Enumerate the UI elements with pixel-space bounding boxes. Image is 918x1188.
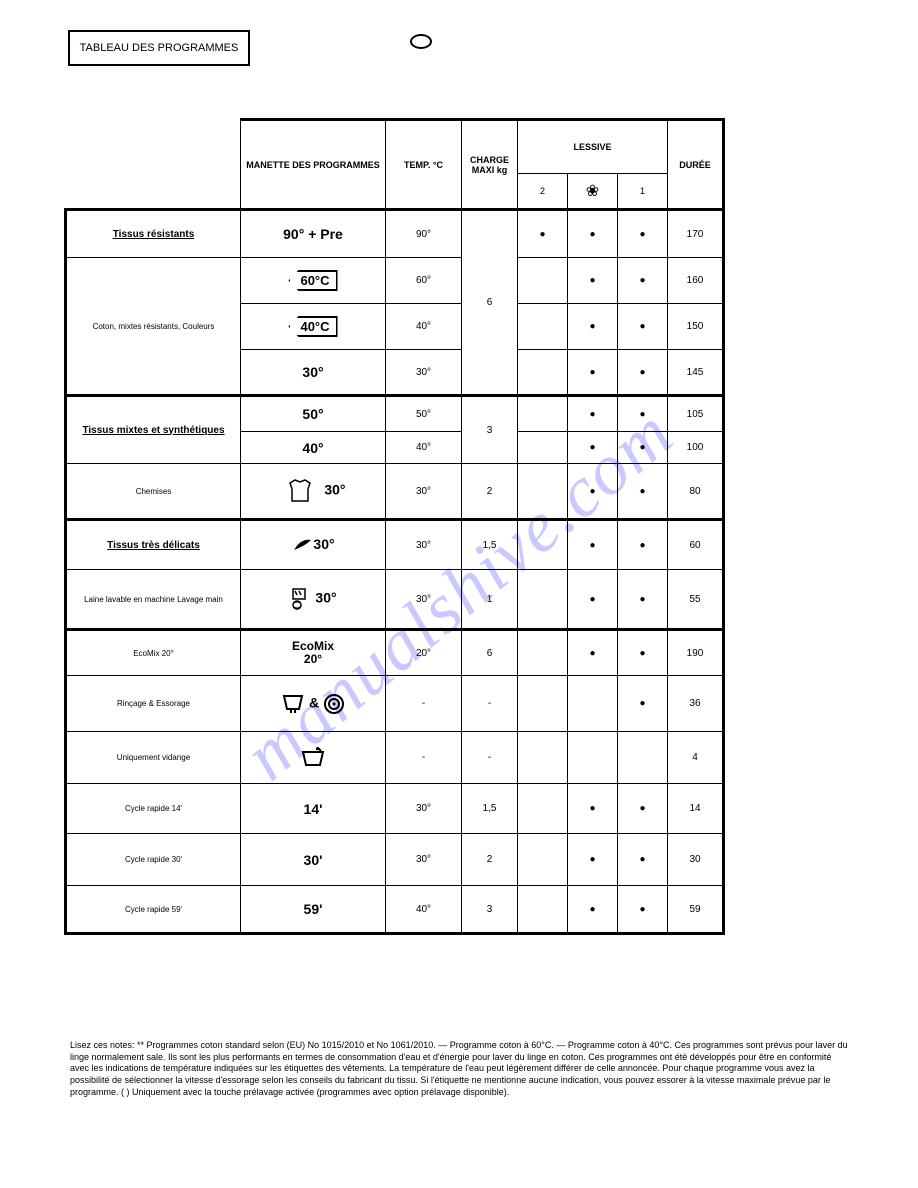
feather-icon (291, 536, 313, 554)
program-table: MANETTE DES PROGRAMMES TEMP. °C CHARGE M… (64, 118, 725, 935)
s3r2-prog: 30° (315, 590, 336, 606)
chapter-box: TABLEAU DES PROGRAMMES (68, 30, 250, 66)
section-2-title: Tissus mixtes et synthétiques (82, 425, 224, 436)
hdr-kg: CHARGE MAXI kg (470, 155, 509, 175)
amp: & (309, 694, 323, 710)
shirt-icon (280, 477, 320, 505)
s4r6-prog: 59' (304, 901, 323, 917)
hdr-c5: 2 (540, 186, 545, 196)
s4r5-desc: Cycle rapide 30' (125, 855, 182, 864)
hdr-duree: DURÉE (679, 160, 711, 170)
hdr-prog: MANETTE DES PROGRAMMES (246, 160, 380, 170)
s4r1-desc: EcoMix 20° (133, 649, 174, 658)
s2r2-prog: 40° (302, 440, 323, 456)
rinse-icon (281, 693, 305, 715)
hdr-temp: TEMP. °C (404, 160, 443, 170)
hdr-lessive: LESSIVE (573, 142, 611, 152)
s4r6-desc: Cycle rapide 59' (125, 905, 182, 914)
spin-icon (323, 693, 345, 715)
s3r2-desc: Laine lavable en machine Lavage main (84, 595, 223, 604)
section-1-title: Tissus résistants (66, 210, 241, 258)
s3r1-prog: 30° (313, 536, 334, 552)
footnotes: Lisez ces notes: ** Programmes coton sta… (70, 1040, 850, 1098)
s1r1-prog: 90° + Pre (283, 226, 343, 242)
s2r3-prog: 30° (324, 482, 345, 498)
drain-icon (300, 747, 326, 769)
s4r5-prog: 30' (304, 852, 323, 868)
s4r3-desc: Uniquement vidange (117, 753, 190, 762)
s1r1-temp: 90° (416, 229, 431, 240)
temp-tag-40: 40°C (288, 316, 337, 337)
s1r1-kg: 6 (487, 297, 493, 308)
s1r4-prog: 30° (302, 364, 323, 380)
s2r3-desc: Chemises (136, 487, 172, 496)
flower-icon: ❀ (586, 183, 599, 200)
s1-desc: Coton, mixtes résistants, Couleurs (93, 322, 215, 331)
temp-tag-60: 60°C (288, 270, 337, 291)
s4r4-prog: 14' (304, 801, 323, 817)
section-3-title: Tissus très délicats (107, 540, 200, 551)
s4r2-desc: Rinçage & Essorage (117, 699, 190, 708)
oval-icon (410, 34, 432, 49)
wool-hand-icon (289, 587, 315, 611)
s2r1-prog: 50° (302, 406, 323, 422)
s4r4-desc: Cycle rapide 14' (125, 804, 182, 813)
hdr-c7: 1 (640, 186, 645, 196)
chapter-label: TABLEAU DES PROGRAMMES (80, 42, 239, 54)
